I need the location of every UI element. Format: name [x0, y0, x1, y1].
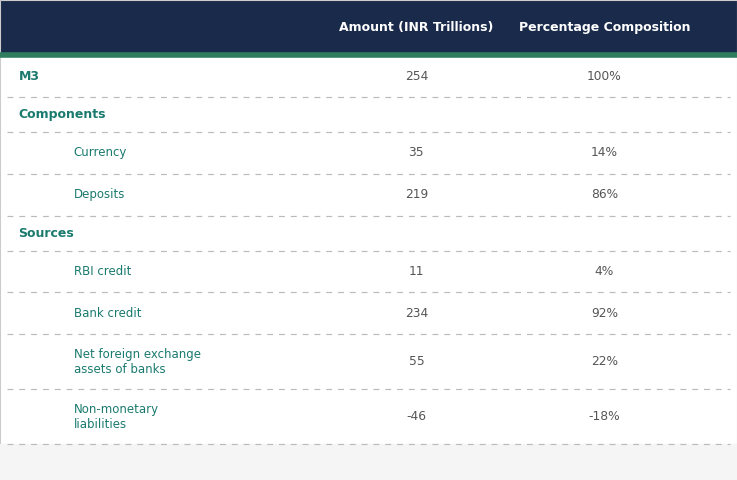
Text: Deposits: Deposits [74, 188, 125, 201]
Text: 254: 254 [405, 70, 428, 83]
Text: 4%: 4% [595, 265, 614, 278]
FancyBboxPatch shape [0, 334, 737, 389]
FancyBboxPatch shape [0, 251, 737, 292]
FancyBboxPatch shape [0, 132, 737, 174]
Text: 100%: 100% [587, 70, 622, 83]
Text: 219: 219 [405, 188, 428, 201]
FancyBboxPatch shape [0, 216, 737, 251]
Text: 92%: 92% [591, 307, 618, 320]
FancyBboxPatch shape [0, 174, 737, 216]
Text: RBI credit: RBI credit [74, 265, 131, 278]
Text: Currency: Currency [74, 146, 127, 159]
Text: Bank credit: Bank credit [74, 307, 142, 320]
FancyBboxPatch shape [0, 97, 737, 132]
Text: M3: M3 [18, 70, 39, 83]
Text: 86%: 86% [591, 188, 618, 201]
Text: Non-monetary
liabilities: Non-monetary liabilities [74, 403, 159, 431]
Text: Sources: Sources [18, 227, 74, 240]
FancyBboxPatch shape [0, 0, 737, 55]
Text: -46: -46 [406, 410, 427, 423]
FancyBboxPatch shape [0, 292, 737, 334]
Text: 22%: 22% [591, 355, 618, 368]
FancyBboxPatch shape [0, 55, 737, 97]
Text: 35: 35 [408, 146, 425, 159]
Text: 55: 55 [408, 355, 425, 368]
Text: Net foreign exchange
assets of banks: Net foreign exchange assets of banks [74, 348, 200, 376]
FancyBboxPatch shape [0, 444, 737, 480]
FancyBboxPatch shape [0, 389, 737, 444]
Text: Amount (INR Trillions): Amount (INR Trillions) [339, 21, 494, 34]
Text: 11: 11 [408, 265, 425, 278]
Text: -18%: -18% [589, 410, 620, 423]
Text: Components: Components [18, 108, 106, 121]
Text: 14%: 14% [591, 146, 618, 159]
Text: Percentage Composition: Percentage Composition [519, 21, 690, 34]
Text: 234: 234 [405, 307, 428, 320]
